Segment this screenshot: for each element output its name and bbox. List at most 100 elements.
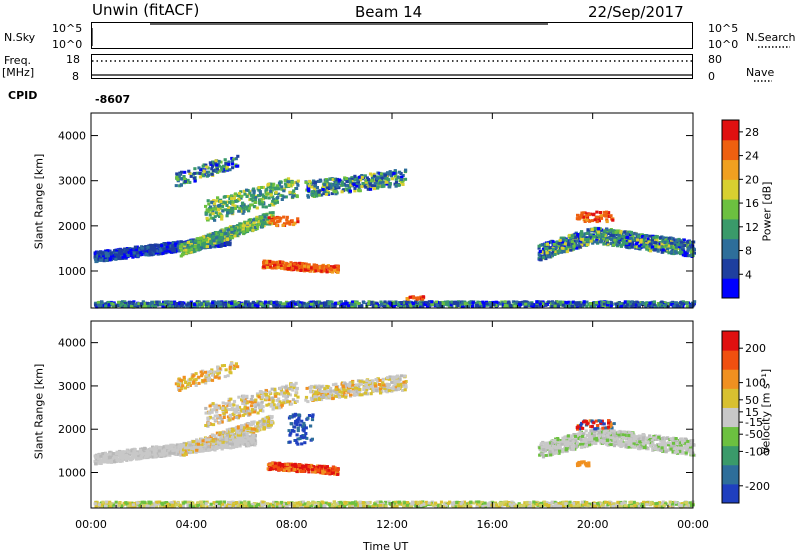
power-echo-ground [319, 303, 323, 307]
power-echo-hotband [304, 268, 308, 272]
power-echo-ground [541, 302, 545, 306]
power-echo-mid [245, 195, 249, 198]
power-echo-topleft [230, 159, 235, 163]
power-echo-ground [430, 300, 434, 304]
power-echo-lowband [162, 247, 166, 251]
power-echo-rightband [537, 246, 541, 250]
power-echo-ground [179, 304, 184, 308]
power-echo-mid [295, 194, 299, 198]
power-echo-rise [187, 248, 191, 252]
power-echo-ground [429, 302, 433, 306]
power-echo-ground [197, 303, 201, 307]
power-echo-mid [261, 193, 265, 197]
power-echo-upper [370, 177, 375, 180]
power-echo-topleft [207, 170, 211, 174]
power-echo-ground [441, 304, 445, 308]
power-echo-mid [221, 209, 225, 213]
power-echo-topleft [179, 183, 183, 187]
power-echo-ground [602, 302, 606, 306]
power-echo-rightband [582, 241, 586, 245]
power-echo-rightspot [596, 215, 600, 219]
power-echo-ground [287, 305, 291, 309]
power-echo-rightband [622, 241, 626, 245]
power-echo-upper [335, 184, 339, 188]
power-echo-lowband [109, 252, 113, 256]
power-echo-rise [215, 239, 219, 243]
power-echo-rightband [634, 245, 638, 249]
power-echo-ground [352, 303, 356, 307]
power-echo-rise [182, 246, 186, 250]
power-echo-lowband [108, 257, 113, 261]
power-echo-ground [170, 305, 174, 309]
power-echo-upper [344, 177, 348, 180]
power-echo-mid [210, 200, 214, 204]
power-colorbar-seg [722, 238, 739, 259]
power-echo-lowband [130, 252, 134, 255]
power-echo-lowband [141, 246, 145, 250]
power-echo-topleft [177, 175, 181, 179]
power-echo-rightband [686, 254, 690, 258]
power-echo-rightband [620, 239, 624, 243]
power-echo-rightband [652, 236, 656, 240]
power-echo-rightband [548, 246, 552, 250]
power-echo-mid [228, 200, 232, 204]
power-echo-lowband [185, 243, 190, 247]
power-echo-mid [232, 196, 236, 200]
power-echo-ground [202, 300, 206, 304]
power-echo-ground [116, 303, 120, 307]
power-echo-rightband [628, 239, 632, 243]
power-echo-rise [207, 234, 211, 237]
power-echo-rise [210, 236, 214, 240]
power-echo-lowband [143, 247, 147, 251]
power-echo-ground [614, 302, 618, 306]
power-echo-upper [373, 174, 377, 178]
power-echo-rightband [544, 257, 548, 261]
power-echo-ground [435, 303, 439, 307]
power-echo-ground [274, 305, 278, 309]
power-echo-ground [489, 305, 493, 309]
cpid-label: CPID [8, 89, 38, 102]
power-echo-mid [257, 194, 261, 198]
power-echo-rightspot [579, 213, 583, 217]
power-echo-mid [223, 208, 227, 212]
power-colorbar-seg [722, 139, 739, 161]
power-echo-lowband [96, 251, 100, 254]
power-echo-rise [206, 243, 210, 247]
power-echo-mid [291, 182, 295, 186]
power-echo-ground [535, 300, 539, 304]
power-echo-mid [273, 201, 277, 205]
power-echo-ground [223, 302, 227, 306]
power-echo-mid [266, 185, 270, 189]
power-echo-ground [553, 304, 557, 308]
power-echo-ground [330, 304, 334, 308]
power-echo-rightband [692, 240, 696, 244]
power-echo-rightband [649, 249, 653, 253]
power-echo-topleft [228, 168, 232, 172]
power-echo-mid [240, 194, 244, 198]
power-echo-rightband [587, 240, 591, 244]
power-echo-rightband [538, 258, 542, 262]
power-echo-ground [585, 300, 589, 304]
power-echo-hotband [265, 261, 269, 265]
power-echo-ground [298, 303, 302, 307]
power-echo-gspot [406, 297, 410, 301]
power-echo-ground [350, 304, 354, 308]
power-echo-mid [286, 177, 291, 181]
power-echo-ground [157, 300, 161, 304]
power-echo-hotband [283, 265, 287, 269]
power-echo-topleft [176, 177, 180, 181]
power-echo-rightband [628, 237, 632, 240]
power-echo-upper [348, 189, 352, 193]
power-echo-mid [220, 205, 225, 208]
power-echo-rise [247, 223, 252, 227]
power-echo-ground [139, 302, 143, 306]
power-echo-ground [672, 304, 676, 308]
power-echo-rightband [670, 241, 674, 245]
power-y-tick-label: 4000 [58, 130, 86, 143]
power-echo-ground [164, 301, 168, 305]
power-echo-rise [263, 221, 267, 225]
power-echo-ground [230, 303, 234, 307]
power-echo-ground [107, 300, 111, 304]
power-echo-ground [411, 302, 415, 305]
power-echo-topleft [215, 163, 219, 167]
